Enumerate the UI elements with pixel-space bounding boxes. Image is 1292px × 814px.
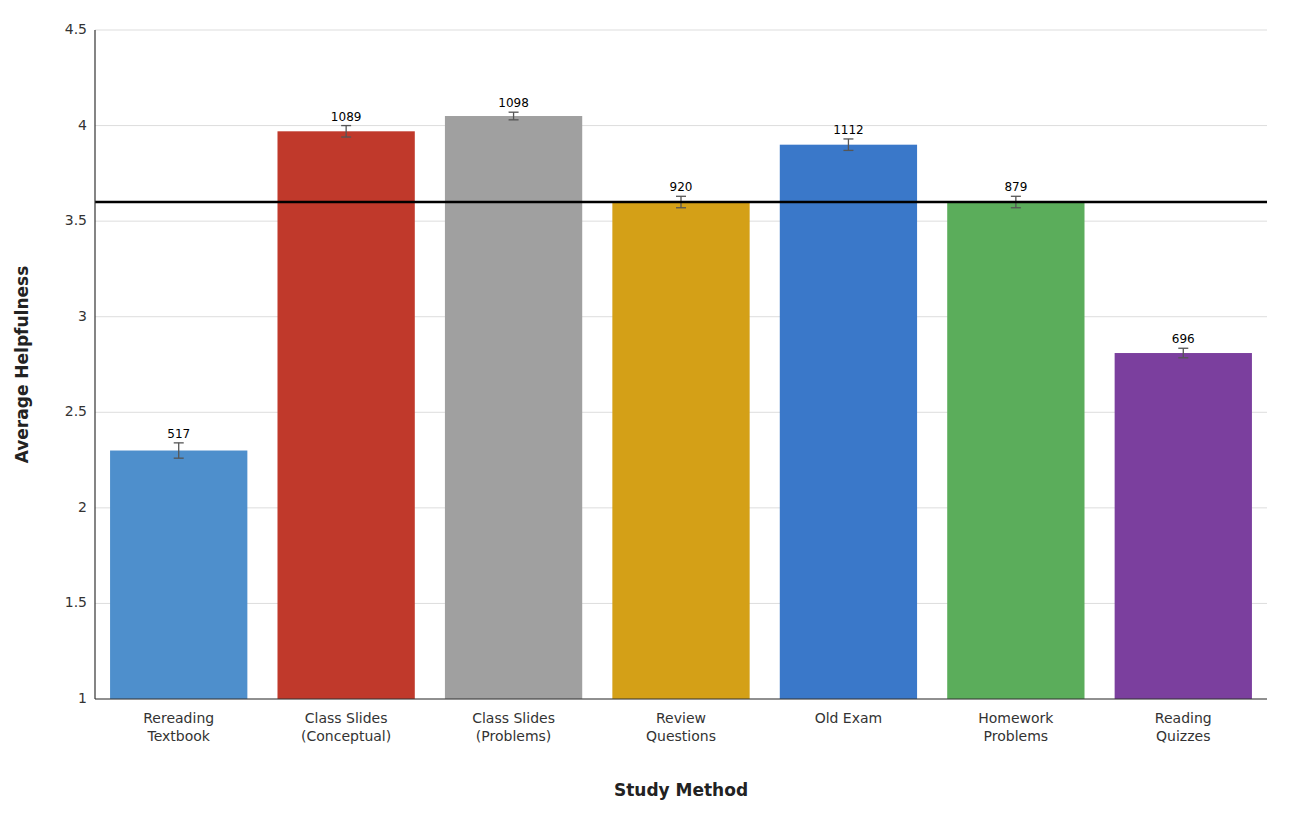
bar: [445, 116, 582, 699]
grid-line: [95, 699, 1267, 700]
error-bar: [174, 443, 184, 458]
x-tick-label: ReadingQuizzes: [1155, 710, 1212, 744]
y-axis-line: [94, 30, 95, 699]
y-tick-label: 2.5: [65, 403, 87, 419]
y-tick-label: 4.5: [65, 21, 87, 37]
y-tick-label: 1: [78, 690, 87, 706]
x-tick-label: Class Slides(Problems): [472, 710, 555, 744]
bar: [947, 202, 1084, 699]
n-label: 517: [167, 427, 190, 441]
y-tick-label: 3: [78, 308, 87, 324]
x-tick-label: Class Slides(Conceptual): [301, 710, 391, 744]
y-tick-label: 2: [78, 499, 87, 515]
y-tick-label: 1.5: [65, 594, 87, 610]
grid-line: [95, 125, 1267, 126]
n-label: 1098: [498, 96, 529, 110]
n-label: 1089: [331, 110, 362, 124]
y-axis-label: Average Helpfulness: [12, 266, 32, 464]
bar: [780, 145, 917, 699]
error-bar: [509, 112, 519, 120]
bar: [1115, 353, 1252, 699]
n-labels: 517 1089 1098 920 1112 879 696: [167, 96, 1194, 441]
grid-line: [95, 30, 1267, 31]
error-bar: [843, 139, 853, 150]
chart-container: 1 1.5 2 2.5 3 3.5 4 4.5 517 1089 1098 920 1112 879 696…: [0, 0, 1292, 814]
x-tick-label: HomeworkProblems: [978, 710, 1054, 744]
n-label: 696: [1172, 332, 1195, 346]
error-bar: [1178, 348, 1188, 358]
reference-line: [95, 201, 1267, 204]
x-axis-line: [95, 698, 1267, 699]
bars: [110, 116, 1252, 699]
n-label: 920: [670, 180, 693, 194]
error-bars: [174, 112, 1189, 458]
x-tick-label: Old Exam: [815, 710, 883, 726]
chart: 1 1.5 2 2.5 3 3.5 4 4.5 517 1089 1098 920 1112 879 696…: [0, 0, 1292, 814]
y-tick-label: 3.5: [65, 212, 87, 228]
bar: [277, 131, 414, 699]
bar: [110, 451, 247, 699]
x-axis-label: Study Method: [614, 780, 748, 800]
x-tick-labels: RereadingTextbook Class Slides(Conceptual…: [143, 710, 1211, 744]
n-label: 879: [1004, 180, 1027, 194]
error-bar: [341, 126, 351, 137]
n-label: 1112: [833, 123, 864, 137]
y-tick-label: 4: [78, 117, 87, 133]
grid: [95, 30, 1267, 699]
x-tick-label: RereadingTextbook: [143, 710, 214, 744]
bar: [612, 202, 749, 699]
y-tick-labels: 1 1.5 2 2.5 3 3.5 4 4.5: [65, 21, 87, 706]
x-tick-label: ReviewQuestions: [646, 710, 716, 744]
